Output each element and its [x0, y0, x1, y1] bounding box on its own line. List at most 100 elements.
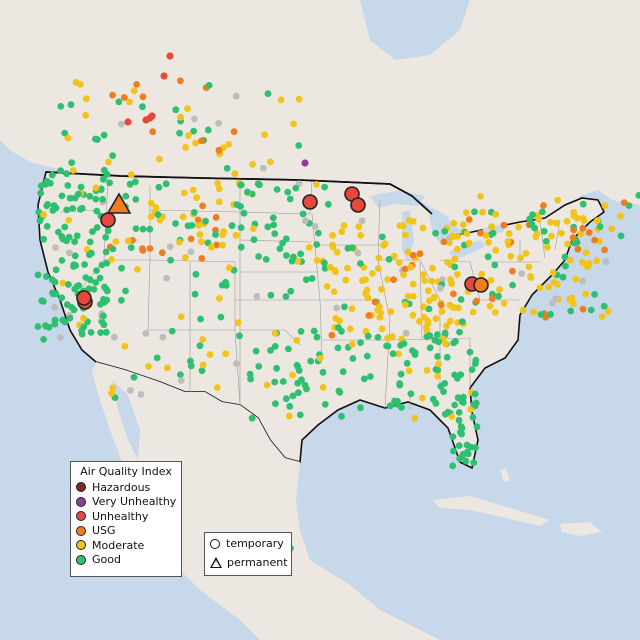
monitor-dot: [279, 239, 286, 247]
monitor-dot: [213, 241, 221, 249]
monitor-dot: [456, 328, 463, 336]
monitor-dot: [496, 286, 503, 293]
monitor-dot: [264, 90, 272, 97]
monitor-dot: [585, 260, 593, 267]
monitor-dot: [120, 94, 128, 101]
monitor-dot: [522, 250, 530, 257]
monitor-dot: [549, 269, 557, 276]
monitor-dot: [409, 292, 417, 300]
monitor-dot: [425, 305, 433, 313]
monitor-dot: [85, 285, 93, 293]
monitor-type-legend: temporary permanent: [204, 532, 292, 576]
monitor-dot: [295, 95, 303, 103]
monitor-dot: [473, 423, 481, 431]
monitor-dot: [146, 225, 154, 233]
monitor-dot: [198, 137, 205, 145]
monitor-dot: [488, 295, 496, 303]
moderate-swatch: [76, 540, 86, 551]
circle-icon: [210, 538, 220, 549]
monitor-dot: [458, 318, 466, 325]
monitor-dot: [111, 333, 118, 341]
monitor-dot: [199, 202, 207, 210]
monitor-dot: [395, 259, 403, 266]
monitor-dot: [403, 359, 411, 367]
monitor-dot: [432, 229, 439, 237]
monitor-dot: [43, 222, 51, 230]
canada-landmass: [0, 0, 640, 238]
monitor-dot: [256, 181, 263, 189]
monitor-dot: [285, 345, 292, 353]
monitor-dot: [507, 252, 515, 260]
monitor-dot: [282, 395, 290, 403]
monitor-dot: [434, 372, 441, 380]
monitor-dot: [246, 370, 254, 378]
monitor-dot: [71, 285, 79, 293]
monitor-dot: [109, 384, 117, 392]
monitor-dot: [426, 344, 434, 352]
monitor-dot: [467, 443, 475, 451]
monitor-dot: [517, 254, 524, 262]
monitor-dot: [591, 236, 598, 244]
us-canada-border: [45, 171, 433, 215]
monitor-dot: [329, 232, 336, 239]
monitor-dot: [471, 208, 478, 216]
monitor-dot: [59, 235, 67, 243]
monitor-dot: [428, 277, 436, 285]
monitor-dot: [596, 223, 604, 231]
monitor-dot: [332, 268, 339, 276]
monitor-dot: [342, 276, 350, 284]
monitor-dot: [471, 390, 479, 398]
monitor-dot: [289, 392, 297, 400]
monitor-dot: [561, 253, 569, 261]
monitor-dot: [384, 342, 392, 350]
monitor-dot: [492, 210, 500, 218]
monitor-dot: [93, 224, 101, 231]
monitor-dot: [70, 263, 77, 270]
monitor-dot: [440, 388, 447, 395]
monitor-dot: [338, 228, 346, 236]
monitor-dot: [362, 276, 369, 283]
monitor-dot: [63, 170, 70, 178]
monitor-dot: [68, 159, 76, 167]
monitor-dot: [398, 404, 405, 411]
legend-item-moderate: Moderate: [71, 538, 181, 553]
monitor-dot: [438, 308, 446, 315]
monitor-dot: [357, 231, 364, 239]
legend-label: Hazardous: [92, 480, 151, 494]
monitor-dot: [137, 391, 145, 398]
monitor-dot: [253, 292, 261, 300]
monitor-dot: [228, 222, 236, 230]
monitor-dot: [244, 188, 251, 196]
monitor-dot: [130, 87, 138, 94]
monitor-dot: [213, 384, 221, 391]
monitor-dot: [100, 312, 107, 320]
monitor-dot: [93, 207, 101, 215]
monitor-dot: [443, 322, 450, 330]
monitor-dot: [64, 182, 72, 189]
monitor-dot: [601, 246, 608, 254]
monitor-dot: [82, 111, 90, 119]
monitor-dot: [199, 361, 207, 369]
monitor-dot: [283, 252, 290, 259]
monitor-dot: [194, 216, 202, 224]
monitor-dot: [139, 93, 147, 101]
monitor-dot: [106, 179, 113, 187]
monitor-dot: [156, 155, 163, 163]
monitor-dot: [212, 231, 219, 239]
monitor-dot: [92, 279, 100, 286]
monitor-dot: [421, 277, 429, 284]
monitor-dot: [264, 223, 272, 231]
monitor-dot: [333, 304, 340, 312]
monitor-dot: [51, 316, 59, 324]
monitor-dot: [297, 328, 305, 335]
monitor-dot: [378, 325, 386, 333]
monitor-dot: [52, 266, 60, 274]
monitor-dot: [139, 247, 147, 254]
monitor-dot: [582, 290, 589, 298]
monitor-dot: [472, 360, 479, 367]
monitor-dot: [409, 311, 417, 319]
monitor-dot: [459, 221, 467, 229]
monitor-dot: [176, 238, 183, 246]
monitor-dot: [500, 300, 508, 307]
monitor-dot: [99, 175, 107, 183]
